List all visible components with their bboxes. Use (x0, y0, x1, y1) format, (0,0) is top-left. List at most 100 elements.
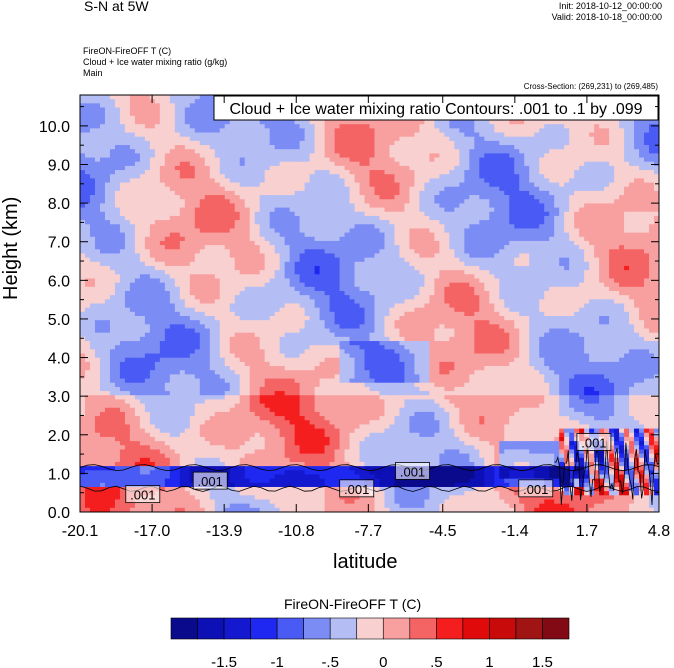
heatmap-cell (199, 190, 206, 196)
heatmap-cell (429, 261, 435, 267)
heatmap-cell (494, 165, 500, 171)
heatmap-cell (469, 132, 475, 138)
heatmap-cell (649, 124, 655, 129)
heatmap-cell (474, 174, 480, 179)
heatmap-cell (309, 186, 316, 192)
heatmap-cell (89, 199, 96, 204)
cross-section-label: Cross-Section: (269,231) to (269,485) (523, 82, 658, 91)
heatmap-cell (554, 124, 560, 129)
heatmap-cell (624, 257, 630, 263)
heatmap-cell (209, 261, 216, 267)
heatmap-cell (374, 136, 380, 142)
heatmap-cell (134, 136, 141, 142)
heatmap-cell (629, 253, 635, 259)
heatmap-cell (569, 211, 575, 217)
heatmap-cell (654, 128, 660, 134)
heatmap-cell (184, 207, 191, 213)
heatmap-cell (329, 178, 336, 184)
heatmap-cell (134, 253, 141, 259)
heatmap-cell (479, 136, 485, 142)
heatmap-cell (614, 182, 620, 188)
heatmap-cell (509, 165, 515, 171)
heatmap-cell (504, 220, 510, 225)
heatmap-cell (624, 203, 630, 209)
heatmap-cell (644, 220, 650, 225)
heatmap-cell (464, 220, 470, 225)
heatmap-cell (409, 232, 415, 238)
heatmap-cell (114, 115, 121, 121)
heatmap-cell (509, 174, 515, 179)
heatmap-cell (384, 153, 390, 159)
heatmap-cell (489, 211, 495, 217)
heatmap-cell (89, 140, 96, 146)
heatmap-cell (554, 240, 560, 246)
heatmap-cell (119, 232, 126, 238)
heatmap-cell (164, 128, 171, 134)
heatmap-cell (594, 153, 600, 159)
heatmap-cell (359, 199, 366, 204)
heatmap-cell (374, 215, 380, 221)
heatmap-cell (114, 190, 121, 196)
heatmap-cell (429, 165, 435, 171)
heatmap-cell (299, 120, 306, 125)
heatmap-cell (609, 220, 615, 225)
heatmap-cell (459, 220, 465, 225)
heatmap-cell (634, 195, 640, 200)
heatmap-cell (334, 261, 341, 267)
heatmap-cell (399, 236, 405, 242)
heatmap-cell (89, 136, 96, 142)
heatmap-cell (259, 265, 266, 271)
heatmap-cell (249, 203, 256, 209)
heatmap-cell (549, 136, 555, 142)
heatmap-cell (299, 140, 306, 146)
heatmap-cell (164, 215, 171, 221)
heatmap-cell (624, 232, 630, 238)
heatmap-cell (109, 240, 116, 246)
heatmap-cell (169, 182, 176, 188)
heatmap-cell (639, 261, 645, 267)
heatmap-cell (454, 136, 460, 142)
heatmap-cell (99, 145, 106, 150)
heatmap-cell (339, 157, 346, 163)
heatmap-cell (224, 186, 231, 192)
heatmap-cell (274, 245, 281, 250)
heatmap-cell (84, 140, 91, 146)
heatmap-cell (314, 170, 321, 175)
heatmap-cell (454, 207, 460, 213)
heatmap-cell (559, 182, 565, 188)
heatmap-cell (459, 265, 465, 271)
heatmap-cell (284, 153, 291, 159)
heatmap-cell (119, 161, 126, 167)
heatmap-cell (269, 136, 276, 142)
heatmap-cell (184, 174, 191, 179)
heatmap-cell (644, 224, 650, 229)
heatmap-cell (619, 157, 625, 163)
heatmap-cell (399, 195, 405, 200)
heatmap-cell (334, 153, 341, 159)
heatmap-cell (464, 136, 470, 142)
heatmap-cell (129, 157, 136, 163)
heatmap-cell (299, 149, 306, 154)
heatmap-cell (549, 240, 555, 246)
heatmap-cell (334, 170, 341, 175)
heatmap-cell (519, 132, 525, 138)
heatmap-cell (279, 261, 286, 267)
heatmap-cell (309, 195, 316, 200)
heatmap-cell (454, 270, 460, 275)
heatmap-cell (494, 249, 500, 254)
heatmap-cell (114, 211, 121, 217)
heatmap-cell (169, 165, 176, 171)
heatmap-cell (624, 215, 630, 221)
heatmap-cell (384, 203, 390, 209)
heatmap-cell (614, 224, 620, 229)
heatmap-cell (319, 161, 326, 167)
heatmap-cell (249, 128, 256, 134)
heatmap-cell (189, 103, 196, 109)
heatmap-cell (524, 165, 530, 171)
heatmap-cell (369, 149, 375, 154)
heatmap-cell (239, 224, 246, 229)
heatmap-cell (539, 228, 545, 234)
heatmap-cell (249, 174, 256, 179)
heatmap-cell (624, 228, 630, 234)
heatmap-cell (479, 190, 485, 196)
